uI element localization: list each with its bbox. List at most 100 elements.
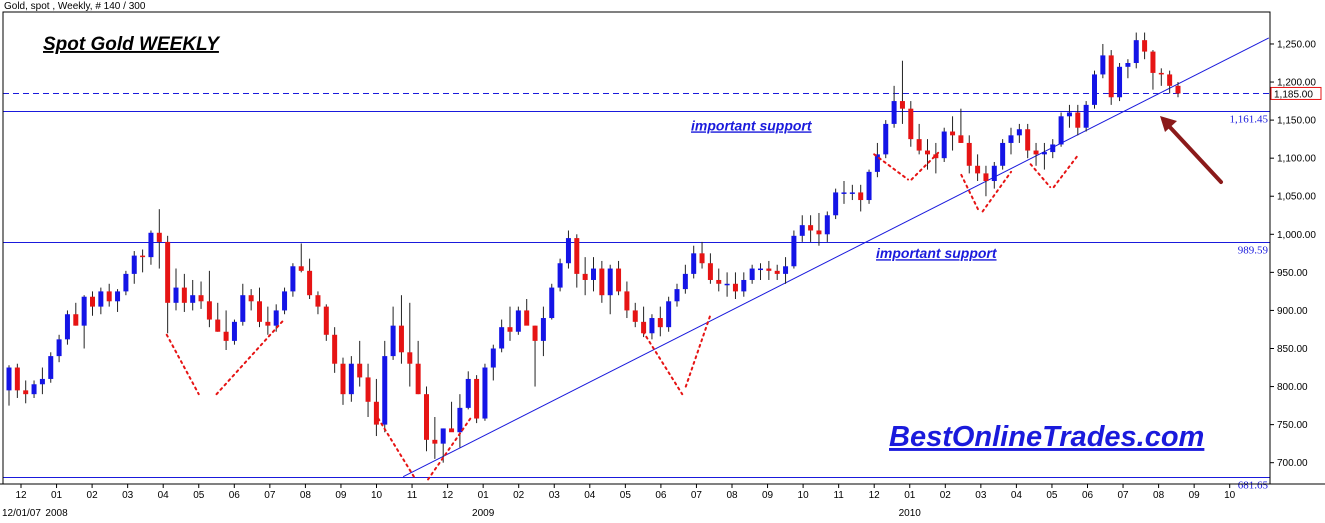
candle-up [1041, 152, 1047, 155]
support-annotation: important support [691, 117, 813, 133]
x-tick-label: 12 [15, 490, 27, 501]
annotations: important support important support 1,185.… [165, 86, 1322, 481]
candle-up [190, 295, 196, 303]
chart-title: Spot Gold WEEKLY [43, 34, 221, 55]
candle-down [357, 363, 363, 378]
x-tick-label: 06 [655, 490, 667, 501]
x-tick-label: 03 [549, 490, 561, 501]
x-tick-label: 07 [1117, 490, 1129, 501]
pattern-dotted-line [1052, 153, 1080, 189]
candle-down [624, 291, 630, 311]
candle-up [81, 296, 87, 326]
candle-up [941, 131, 947, 159]
candle-down [14, 367, 20, 391]
support-levels: 1,161.45 989.59 681.65 [3, 37, 1270, 492]
pattern-dotted-line [377, 417, 417, 481]
candle-down [1150, 51, 1156, 73]
x-tick-label: 02 [513, 490, 525, 501]
candle-down [415, 363, 421, 395]
candle-down [507, 327, 513, 332]
x-tick-label: 05 [620, 490, 632, 501]
candle-up [758, 268, 763, 271]
candle-up [1083, 104, 1089, 128]
candle-down [574, 238, 580, 274]
candle-up [674, 289, 680, 302]
candle-up [290, 266, 296, 292]
candle-down [1033, 150, 1039, 155]
support-level-label: 989.59 [1238, 245, 1269, 257]
candle-up [348, 363, 354, 395]
candle-down [732, 283, 738, 292]
candle-up [783, 266, 789, 274]
candle-down [1175, 85, 1181, 94]
x-tick-label: 12 [442, 490, 454, 501]
x-tick-label: 10 [798, 490, 810, 501]
candle-up [56, 339, 62, 357]
x-tick-label: 07 [691, 490, 703, 501]
x-tick-label: 05 [1046, 490, 1058, 501]
candle-down [181, 287, 187, 303]
x-year-label: 2009 [472, 508, 495, 519]
x-tick-label: 11 [407, 490, 418, 501]
candle-up [1008, 135, 1014, 143]
candle-down [908, 108, 914, 140]
candle-up [849, 192, 855, 194]
candle-down [716, 279, 722, 284]
candle-up [382, 356, 388, 425]
pattern-dotted-line [1029, 163, 1052, 189]
candle-up [1000, 142, 1006, 166]
x-tick-label: 03 [975, 490, 987, 501]
candle-down [925, 150, 930, 155]
candle-down [432, 439, 438, 444]
y-tick-label: 750.00 [1277, 420, 1308, 431]
candle-up [1058, 116, 1064, 145]
y-tick-label: 1,200.00 [1277, 78, 1316, 89]
x-tick-label: 09 [762, 490, 774, 501]
pattern-dotted-line [960, 173, 981, 213]
candle-down [858, 192, 864, 201]
candle-down [1025, 129, 1031, 151]
candle-up [131, 255, 137, 274]
candle-down [315, 295, 321, 307]
candle-down [816, 230, 822, 235]
x-tick-label: 12 [869, 490, 881, 501]
pattern-dotted-line [165, 333, 200, 396]
candle-down [950, 131, 956, 136]
candle-up [240, 295, 246, 322]
candle-down [1158, 72, 1164, 75]
pattern-dotted-line [910, 151, 940, 181]
candle-down [215, 319, 221, 332]
candle-down [599, 268, 605, 296]
candle-down [398, 325, 404, 353]
x-tick-label: 01 [51, 490, 63, 501]
pattern-dotted-line [981, 170, 1013, 213]
candle-down [474, 378, 480, 419]
x-tick-label: 03 [122, 490, 134, 501]
candle-down [983, 173, 989, 182]
candle-down [958, 135, 964, 143]
candle-down [323, 306, 329, 335]
candle-down [449, 428, 455, 433]
candle-up [115, 291, 121, 302]
candle-down [198, 295, 204, 302]
x-tick-label: 02 [940, 490, 952, 501]
candle-down [165, 241, 171, 303]
candle-up [173, 287, 179, 303]
candle-up [691, 253, 697, 274]
candle-down [1075, 112, 1081, 128]
uptrend-line [402, 37, 1270, 478]
candle-up [39, 378, 45, 385]
candle-up [499, 327, 505, 349]
candle-down [298, 266, 304, 271]
candle-up [841, 192, 847, 194]
candle-up [282, 291, 288, 311]
pattern-dotted-line [873, 153, 909, 181]
x-tick-label: 09 [335, 490, 347, 501]
candle-up [1100, 55, 1106, 75]
x-tick-label: 11 [833, 490, 844, 501]
candle-up [791, 235, 797, 267]
candle-down [257, 301, 262, 322]
candle-down [407, 352, 413, 364]
